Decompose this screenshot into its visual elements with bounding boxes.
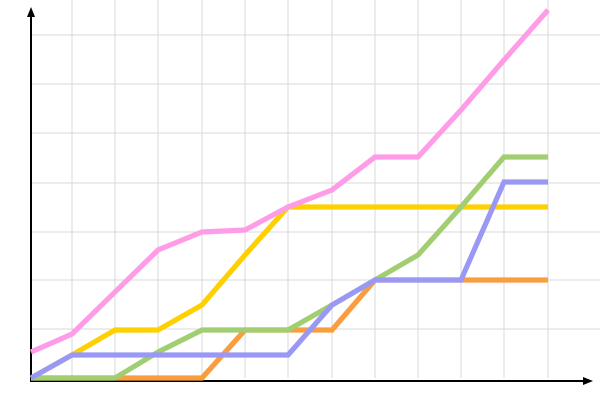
series-group [29,8,550,381]
series-line-pink [29,8,550,355]
series-line-green [31,154,548,381]
axes [27,7,593,385]
x-axis-arrow-icon [583,377,593,385]
series-line-purple [29,179,548,381]
y-axis-arrow-icon [27,7,35,17]
